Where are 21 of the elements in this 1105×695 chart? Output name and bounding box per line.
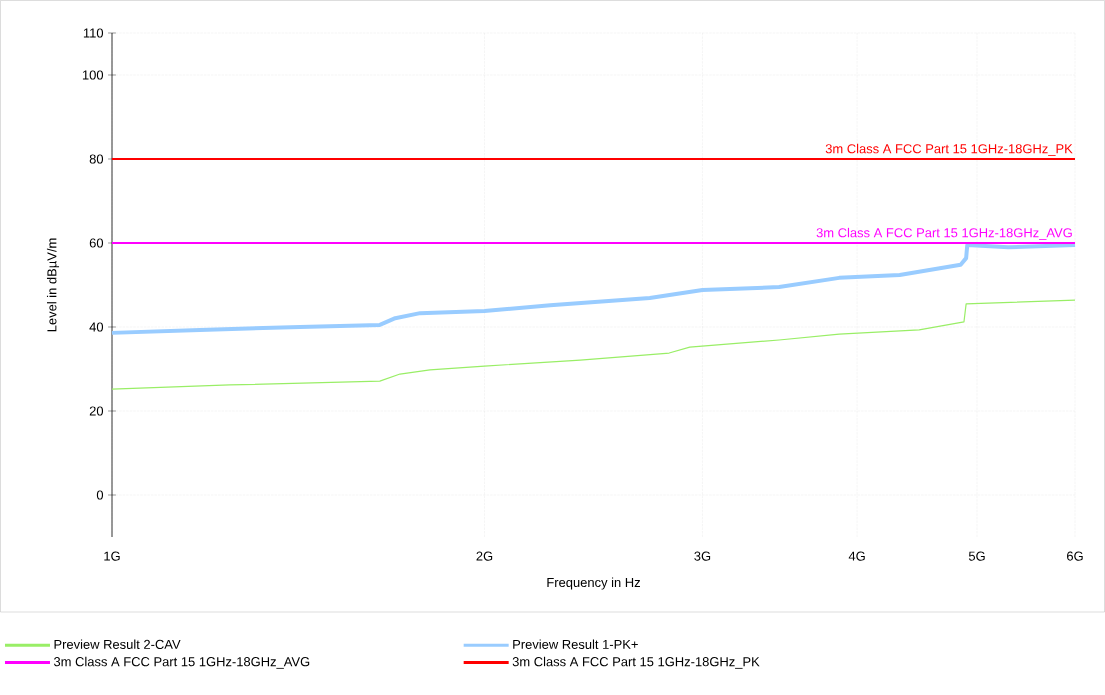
text: 3m Class A FCC Part 15 1GHz-18GHz_AVG	[816, 227, 1072, 240]
text: 3m Class A FCC Part 15 1GHz-18GHz_PK	[825, 143, 1073, 156]
x-tick-label: 3G	[694, 551, 711, 561]
legend-label: 3m Class A FCC Part 15 1GHz-18GHz_AVG	[53, 656, 310, 669]
legend-label: 3m Class A FCC Part 15 1GHz-18GHz_PK	[512, 656, 760, 669]
y-tick-label: 80	[89, 154, 104, 164]
y-tick-label: 0	[96, 490, 104, 500]
x-tick-label: 4G	[848, 551, 865, 561]
y-tick-label: 60	[89, 238, 104, 248]
x-tick-label: 5G	[968, 551, 985, 561]
x-tick-label: 6G	[1067, 551, 1083, 561]
y-tick-label: 20	[89, 406, 104, 416]
y-tick-label: 100	[82, 70, 104, 80]
x-tick-label: 2G	[476, 551, 493, 561]
legend-label: Preview Result 2-CAV	[54, 639, 181, 649]
legend-label: Preview Result 1-PK+	[513, 639, 638, 649]
x-axis-title: Frequency in Hz	[547, 577, 640, 590]
y-tick-label: 110	[83, 28, 104, 38]
y-axis-title: Level in dBµV/m	[46, 238, 60, 332]
y-tick-label: 40	[89, 322, 104, 332]
x-tick-label: 1G	[104, 551, 120, 561]
